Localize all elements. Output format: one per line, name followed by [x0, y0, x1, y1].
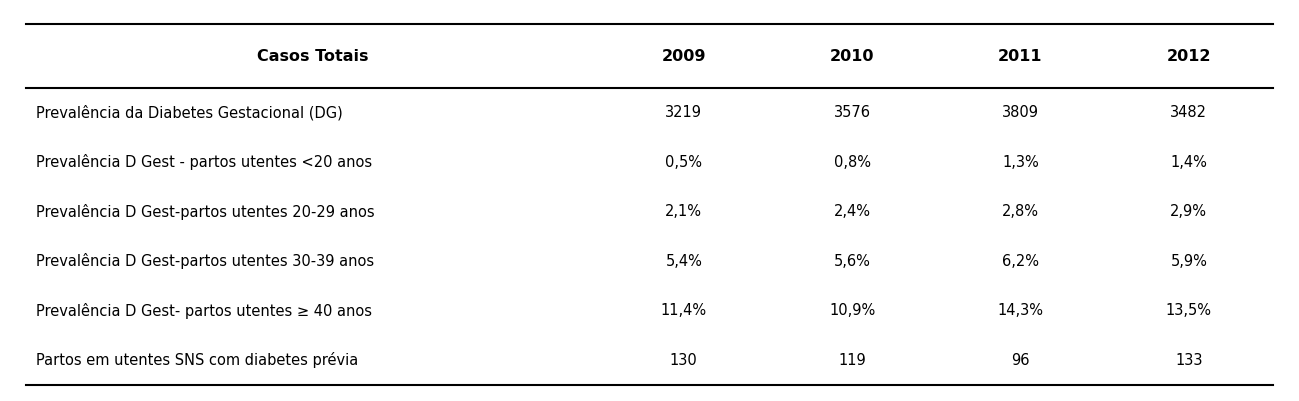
Text: Prevalência D Gest - partos utentes <20 anos: Prevalência D Gest - partos utentes <20 … [36, 154, 373, 170]
Text: 1,4%: 1,4% [1170, 155, 1207, 170]
Text: 0,8%: 0,8% [834, 155, 870, 170]
Text: 130: 130 [670, 353, 698, 368]
Text: 3809: 3809 [1002, 105, 1039, 120]
Text: 119: 119 [838, 353, 866, 368]
Text: Partos em utentes SNS com diabetes prévia: Partos em utentes SNS com diabetes prévi… [36, 352, 359, 368]
Text: 2,8%: 2,8% [1002, 205, 1039, 219]
Text: 2009: 2009 [661, 49, 707, 64]
Text: Casos Totais: Casos Totais [257, 49, 369, 64]
Text: Prevalência D Gest- partos utentes ≥ 40 anos: Prevalência D Gest- partos utentes ≥ 40 … [36, 303, 373, 319]
Text: 2010: 2010 [830, 49, 874, 64]
Text: Prevalência D Gest-partos utentes 20-29 anos: Prevalência D Gest-partos utentes 20-29 … [36, 204, 375, 220]
Text: Prevalência da Diabetes Gestacional (DG): Prevalência da Diabetes Gestacional (DG) [36, 105, 343, 121]
Text: 11,4%: 11,4% [661, 303, 707, 318]
Text: 2011: 2011 [998, 49, 1043, 64]
Text: 2012: 2012 [1167, 49, 1211, 64]
Text: 5,9%: 5,9% [1170, 254, 1207, 269]
Text: 3219: 3219 [665, 105, 703, 120]
Text: 1,3%: 1,3% [1002, 155, 1039, 170]
Text: 10,9%: 10,9% [829, 303, 876, 318]
Text: 3576: 3576 [834, 105, 870, 120]
Text: 14,3%: 14,3% [998, 303, 1043, 318]
Text: Prevalência D Gest-partos utentes 30-39 anos: Prevalência D Gest-partos utentes 30-39 … [36, 253, 374, 269]
Text: 13,5%: 13,5% [1165, 303, 1212, 318]
Text: 0,5%: 0,5% [665, 155, 703, 170]
Text: 2,1%: 2,1% [665, 205, 703, 219]
Text: 96: 96 [1011, 353, 1030, 368]
Text: 5,4%: 5,4% [665, 254, 703, 269]
Text: 2,9%: 2,9% [1170, 205, 1207, 219]
Text: 2,4%: 2,4% [834, 205, 870, 219]
Text: 5,6%: 5,6% [834, 254, 870, 269]
Text: 3482: 3482 [1170, 105, 1207, 120]
Text: 133: 133 [1176, 353, 1203, 368]
Text: 6,2%: 6,2% [1002, 254, 1039, 269]
